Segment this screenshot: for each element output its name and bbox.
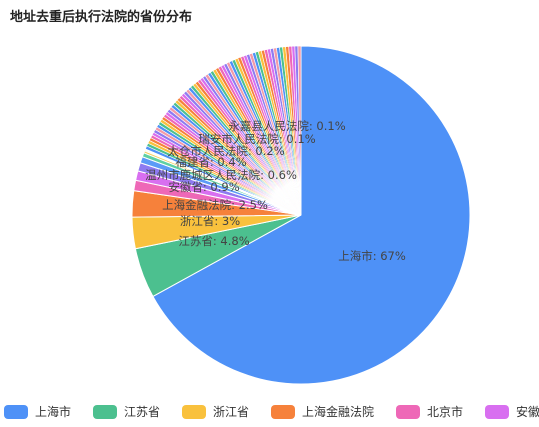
slice-label-8: 福建省: 0.4% xyxy=(175,155,246,169)
legend[interactable]: 上海市江苏省浙江省上海金融法院北京市安徽省山 xyxy=(4,404,539,419)
legend-swatch xyxy=(396,405,420,419)
legend-swatch xyxy=(4,405,28,419)
slice-label-5: 安徽省: 0.9% xyxy=(168,180,239,194)
slice-label-10: 瑞安市人民法院: 0.1% xyxy=(198,132,315,146)
legend-label: 上海金融法院 xyxy=(302,404,374,419)
legend-label: 上海市 xyxy=(35,404,71,419)
legend-label: 安徽省 xyxy=(516,404,539,419)
legend-swatch xyxy=(485,405,509,419)
slice-label-3: 上海金融法院: 2.5% xyxy=(162,198,268,212)
legend-swatch xyxy=(271,405,295,419)
pie-slice-other-63[interactable] xyxy=(297,45,302,216)
legend-item-2[interactable]: 浙江省 xyxy=(182,405,249,419)
legend-swatch xyxy=(182,405,206,419)
legend-item-5[interactable]: 安徽省 xyxy=(485,404,539,419)
slice-label-1: 江苏省: 4.8% xyxy=(178,234,249,248)
slice-label-11: 永嘉县人民法院: 0.1% xyxy=(228,119,345,133)
legend-label: 浙江省 xyxy=(213,405,249,419)
slice-label-2: 浙江省: 3% xyxy=(180,214,240,228)
legend-item-0[interactable]: 上海市 xyxy=(4,404,71,419)
slice-label-9: 太仓市人民法院: 0.2% xyxy=(167,144,284,158)
slice-label-0: 上海市: 67% xyxy=(338,249,406,263)
pie-labels: 上海市: 67% 江苏省: 4.8% 浙江省: 3% 上海金融法院: 2.5% 安徽省:… xyxy=(145,119,406,263)
pie-slices xyxy=(131,45,471,385)
legend-label: 江苏省 xyxy=(124,405,160,419)
legend-item-4[interactable]: 北京市 xyxy=(396,404,463,419)
legend-label: 北京市 xyxy=(427,404,463,419)
legend-swatch xyxy=(93,405,117,419)
pie-slice-0[interactable] xyxy=(152,45,471,385)
chart-title: 地址去重后执行法院的省份分布 xyxy=(10,10,193,25)
legend-item-3[interactable]: 上海金融法院 xyxy=(271,404,374,419)
legend-item-1[interactable]: 江苏省 xyxy=(93,405,160,419)
slice-label-7: 温州市鹿城区人民法院: 0.6% xyxy=(145,168,297,182)
